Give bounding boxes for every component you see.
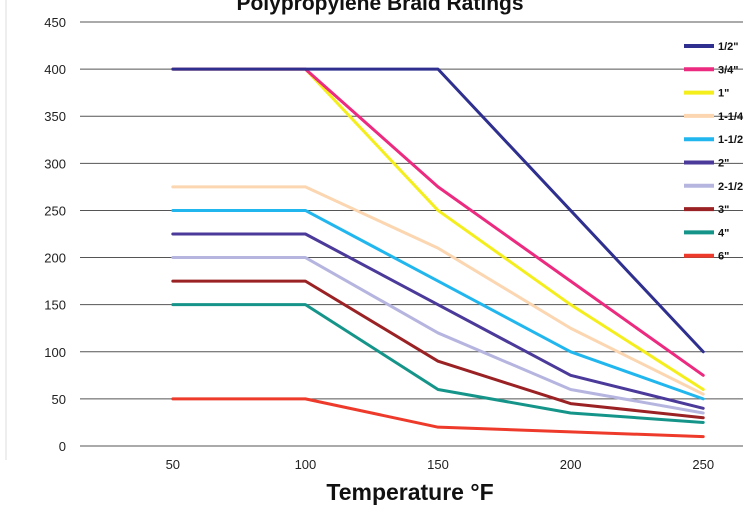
series-line xyxy=(171,232,705,410)
series-line xyxy=(171,303,705,424)
legend-label: 1-1/2 xyxy=(718,134,743,146)
x-tick-label: 100 xyxy=(295,457,317,472)
legend: 1/2" 3/4" 1" 1-1/4 1-1/2 2" 2-1/2 3" 4" 6" xyxy=(684,41,744,263)
y-tick-label: 150 xyxy=(44,298,66,313)
legend-label: 3/4" xyxy=(718,64,739,76)
y-tick-label: 200 xyxy=(44,251,66,266)
y-tick-label: 350 xyxy=(44,109,66,124)
series-line xyxy=(171,208,705,401)
legend-label: 6" xyxy=(718,251,729,263)
y-tick-label: 250 xyxy=(44,203,66,218)
series-line xyxy=(171,67,705,391)
series-line xyxy=(171,67,705,354)
y-tick-label: 50 xyxy=(52,392,66,407)
x-tick-label: 150 xyxy=(427,457,449,472)
tick-labels: 0 50 100 150 200 250 300 350 400 450 50 100 150 200 25… xyxy=(44,15,714,472)
chart-title: Polypropylene Braid Ratings xyxy=(236,0,523,15)
series-line xyxy=(171,256,705,415)
y-tick-label: 400 xyxy=(44,62,66,77)
legend-label: 3" xyxy=(718,204,729,216)
legend-label: 4" xyxy=(718,227,729,239)
legend-label: 1/2" xyxy=(718,41,739,53)
series-line xyxy=(171,67,705,377)
series-lines xyxy=(171,67,705,439)
series-line xyxy=(171,397,705,439)
legend-label: 2-1/2 xyxy=(718,181,743,193)
legend-label: 1-1/4 xyxy=(718,111,744,123)
series-line xyxy=(171,279,705,420)
y-tick-label: 300 xyxy=(44,156,66,171)
x-tick-label: 250 xyxy=(692,457,714,472)
x-tick-label: 200 xyxy=(560,457,582,472)
y-tick-label: 450 xyxy=(44,15,66,30)
x-tick-label: 50 xyxy=(166,457,180,472)
series-line xyxy=(171,185,705,396)
legend-label: 1" xyxy=(718,88,729,100)
y-tick-label: 100 xyxy=(44,345,66,360)
x-axis-label: Temperature °F xyxy=(326,479,493,505)
y-tick-label: 0 xyxy=(59,439,66,454)
legend-label: 2" xyxy=(718,158,729,170)
